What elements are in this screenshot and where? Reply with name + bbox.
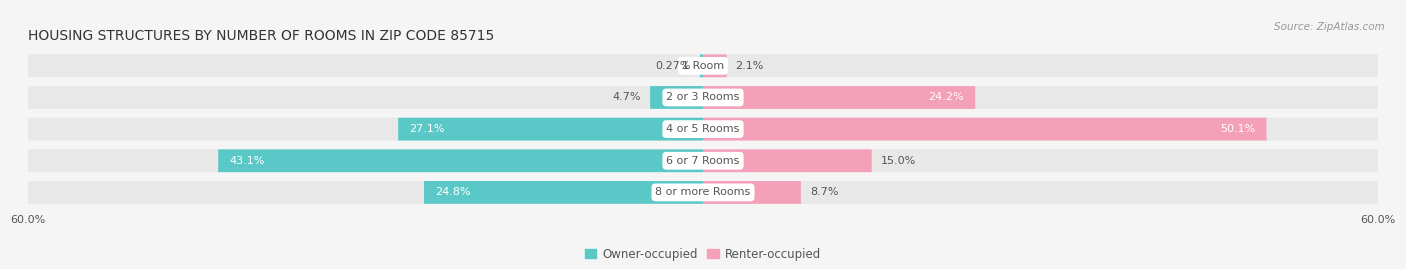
Text: 27.1%: 27.1%	[409, 124, 444, 134]
Text: 6 or 7 Rooms: 6 or 7 Rooms	[666, 156, 740, 166]
FancyBboxPatch shape	[650, 86, 703, 109]
Text: 8 or more Rooms: 8 or more Rooms	[655, 187, 751, 197]
FancyBboxPatch shape	[28, 86, 1378, 109]
Text: 2.1%: 2.1%	[735, 61, 763, 71]
Text: Source: ZipAtlas.com: Source: ZipAtlas.com	[1274, 22, 1385, 31]
FancyBboxPatch shape	[218, 149, 703, 172]
Text: 43.1%: 43.1%	[229, 156, 264, 166]
Text: 15.0%: 15.0%	[880, 156, 915, 166]
Text: 4 or 5 Rooms: 4 or 5 Rooms	[666, 124, 740, 134]
Text: 4.7%: 4.7%	[613, 93, 641, 102]
FancyBboxPatch shape	[703, 149, 872, 172]
Text: 2 or 3 Rooms: 2 or 3 Rooms	[666, 93, 740, 102]
Text: 24.2%: 24.2%	[928, 93, 965, 102]
Text: 0.27%: 0.27%	[655, 61, 690, 71]
FancyBboxPatch shape	[703, 86, 976, 109]
FancyBboxPatch shape	[398, 118, 703, 140]
FancyBboxPatch shape	[28, 54, 1378, 77]
FancyBboxPatch shape	[703, 181, 801, 204]
Text: 8.7%: 8.7%	[810, 187, 838, 197]
Legend: Owner-occupied, Renter-occupied: Owner-occupied, Renter-occupied	[579, 243, 827, 265]
FancyBboxPatch shape	[703, 118, 1267, 140]
Text: 24.8%: 24.8%	[436, 187, 471, 197]
FancyBboxPatch shape	[28, 149, 1378, 172]
Text: HOUSING STRUCTURES BY NUMBER OF ROOMS IN ZIP CODE 85715: HOUSING STRUCTURES BY NUMBER OF ROOMS IN…	[28, 29, 495, 43]
Text: 1 Room: 1 Room	[682, 61, 724, 71]
FancyBboxPatch shape	[28, 118, 1378, 140]
Text: 50.1%: 50.1%	[1220, 124, 1256, 134]
FancyBboxPatch shape	[28, 181, 1378, 204]
FancyBboxPatch shape	[425, 181, 703, 204]
FancyBboxPatch shape	[700, 54, 703, 77]
FancyBboxPatch shape	[703, 54, 727, 77]
